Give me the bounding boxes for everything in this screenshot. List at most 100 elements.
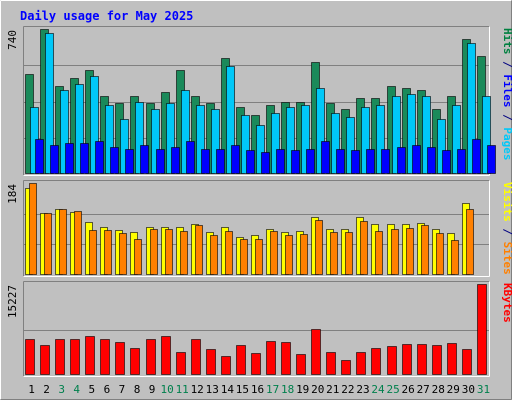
bar-kbytes-day-12 [191,339,201,375]
bar-pages-day-12 [201,149,210,174]
bar-kbytes-day-19 [296,354,306,375]
bar-sites-day-6 [104,230,112,275]
bar-sites-day-27 [421,225,429,275]
bar-files-day-13 [211,109,220,174]
bar-kbytes-day-13 [206,349,216,375]
legend-entry: Pages [501,127,512,160]
bar-pages-day-16 [261,152,270,174]
x-axis-labels: 1 2 3 4 5 6 7 8 9 10 11 12 13 14 15 16 17 18 19 20 21 22 23 24 2… [28,383,490,396]
panel-hits_files_pages: 740 Hits / Files / Pages [6,26,512,176]
bar-pages-day-29 [457,149,466,174]
x-tick-label-day-5: 5 [88,383,95,396]
bar-files-day-21 [331,113,340,174]
bar-kbytes-day-17 [266,341,276,375]
bar-files-day-11 [181,90,190,174]
panel-max-label: 15227 [6,285,19,318]
bar-pages-day-31 [487,145,496,174]
bar-sites-day-28 [436,233,444,275]
bar-files-day-4 [75,84,84,174]
bar-files-day-16 [256,125,265,174]
bar-sites-day-8 [134,239,142,275]
bar-sites-day-25 [391,229,399,275]
bar-files-day-6 [105,105,114,174]
x-tick-label-day-10: 10 [160,383,173,396]
x-tick-label-day-4: 4 [73,383,80,396]
bar-pages-day-22 [351,150,360,174]
bar-sites-day-22 [345,232,353,275]
panel-max-label: 740 [6,30,19,50]
bar-sites-day-18 [285,235,293,275]
bar-files-day-15 [241,115,250,174]
bar-pages-day-20 [321,141,330,174]
bar-pages-day-13 [216,149,225,174]
bar-sites-day-20 [315,220,323,275]
panel-series-legend: Hits / Files / Pages [501,28,512,161]
bar-sites-day-14 [225,231,233,275]
x-tick-label-day-23: 23 [356,383,369,396]
bar-kbytes-day-2 [40,345,50,375]
bar-kbytes-day-30 [462,349,472,375]
bar-pages-day-9 [156,149,165,174]
x-tick-label-day-11: 11 [176,383,189,396]
panel-max-label: 184 [6,184,19,204]
bar-pages-day-5 [95,141,104,174]
bar-sites-day-2 [44,213,52,275]
chart-panels: 740 Hits / Files / Pages 184 Visits / Sites… [6,26,512,377]
x-tick-label-day-7: 7 [119,383,126,396]
bar-pages-day-10 [171,147,180,174]
x-tick-label-day-26: 26 [401,383,414,396]
bar-files-day-17 [271,113,280,174]
x-tick-label-day-22: 22 [341,383,354,396]
bar-sites-day-3 [59,209,67,275]
bar-pages-day-25 [397,147,406,174]
panel-kbytes: 15227 KBytes [6,281,512,377]
x-tick-label-day-14: 14 [221,383,235,396]
x-tick-label-day-8: 8 [134,383,141,396]
bar-kbytes-day-29 [447,343,457,375]
bar-files-day-18 [286,107,295,174]
bar-files-day-10 [166,103,175,174]
bar-files-day-30 [467,43,476,174]
bar-files-day-23 [361,107,370,174]
bar-kbytes-day-14 [221,356,231,375]
bar-pages-day-14 [231,145,240,174]
bar-sites-day-15 [240,239,248,275]
bar-files-day-2 [45,33,54,174]
bar-sites-day-16 [255,239,263,275]
bar-pages-day-15 [246,150,255,174]
bar-pages-day-2 [50,145,59,174]
bar-files-day-8 [135,102,144,174]
bar-files-day-19 [301,105,310,174]
x-tick-label-day-3: 3 [58,383,65,396]
bar-sites-day-24 [375,231,383,275]
bar-sites-day-17 [270,231,278,275]
bar-kbytes-day-11 [176,352,186,375]
bar-files-day-22 [346,117,355,174]
bar-sites-day-4 [74,211,82,275]
bar-files-day-24 [376,105,385,174]
bar-kbytes-day-8 [130,348,140,375]
panel-series-legend: KBytes [501,283,512,323]
bar-kbytes-day-9 [146,339,156,375]
bar-kbytes-day-28 [432,345,442,375]
bar-sites-day-30 [466,209,474,275]
bar-kbytes-day-7 [115,342,125,375]
legend-entry: Visits [501,182,512,222]
bar-kbytes-day-16 [251,353,261,375]
bar-pages-day-28 [442,150,451,174]
legend-entry: Sites [501,242,512,275]
bar-kbytes-day-27 [417,344,427,375]
bar-files-day-31 [482,96,491,174]
legend-entry: Hits [501,28,512,55]
x-tick-label-day-9: 9 [149,383,156,396]
legend-entry: Files [501,74,512,107]
bar-kbytes-day-3 [55,339,65,375]
bar-kbytes-day-24 [371,348,381,375]
bar-pages-day-18 [291,150,300,174]
bar-kbytes-day-5 [85,336,95,375]
bar-pages-day-19 [306,149,315,174]
bar-sites-day-9 [150,229,158,275]
bar-kbytes-day-1 [25,339,35,375]
bar-sites-day-21 [330,232,338,275]
panel-visits_sites: 184 Visits / Sites [6,180,512,277]
